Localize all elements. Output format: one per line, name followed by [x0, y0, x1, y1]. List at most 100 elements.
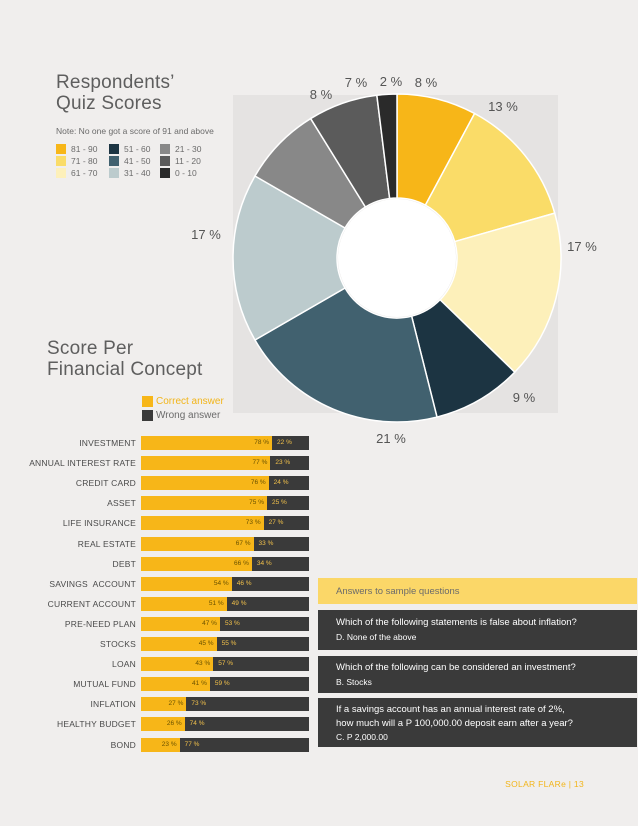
bar-correct [141, 436, 273, 450]
bar-correct-value: 26 % [166, 720, 182, 728]
score-legend-swatch [160, 144, 170, 154]
bar-wrong-value: 22 % [277, 439, 292, 446]
bar-wrong [263, 516, 309, 531]
score-legend-label: 51 - 60 [124, 144, 151, 154]
bar-correct-value: 23 % [161, 740, 177, 748]
bar-category-label: ASSET [107, 498, 136, 509]
bar-correct [141, 637, 217, 651]
pie-slice-0-10 [376, 93, 398, 200]
score-legend-item: 81 - 90 [56, 143, 97, 155]
bar-correct-value: 67 % [235, 539, 251, 547]
legend-wrong: Wrong answer [142, 409, 224, 423]
answers-header-label: Answers to sample questions [336, 586, 460, 597]
bar-wrong-value: 24 % [273, 479, 289, 487]
bar-correct-value: 75 % [249, 499, 264, 507]
score-legend-item: 31 - 40 [109, 167, 150, 179]
pie-slice-31-40 [232, 174, 347, 342]
bar-category-label: CURRENT ACCOUNT [47, 598, 136, 609]
bar-wrong [267, 496, 309, 511]
bar-wrong [216, 637, 309, 651]
bar-wrong-value: 77 % [184, 740, 200, 748]
bar-wrong-value: 23 % [275, 459, 291, 467]
pie-slice-label: 17 % [567, 239, 597, 254]
bar-wrong-value: 49 % [231, 599, 247, 607]
bar-wrong [231, 576, 309, 591]
bar-wrong-value: 25 % [272, 499, 287, 507]
score-legend-swatch [160, 156, 170, 166]
answer-2-answer: B. Stocks [336, 677, 372, 687]
bar-correct [141, 476, 269, 491]
score-legend-label: 0 - 10 [175, 168, 197, 178]
bar-correct-value: 77 % [252, 459, 268, 467]
concept-title-line2: Financial Concept [47, 359, 203, 380]
bar-category-label: LOAN [112, 659, 136, 670]
score-legend-label: 61 - 70 [71, 168, 98, 178]
bar-wrong [179, 737, 309, 752]
bar-wrong [184, 717, 309, 732]
answer-1-answer: D. None of the above [336, 632, 417, 642]
bar-correct-value: 66 % [234, 559, 249, 567]
score-legend-swatch [160, 168, 170, 178]
bar-correct-value: 43 % [195, 660, 211, 668]
bar-category-label: PRE-NEED PLAN [64, 618, 136, 629]
bar-correct [141, 516, 264, 531]
bar-category-label: INVESTMENT [79, 438, 136, 448]
quiz-scores-title-line2: Quiz Scores [56, 93, 162, 114]
bar-wrong [270, 456, 309, 471]
quiz-scores-title-line1: Respondents’ [56, 72, 175, 93]
bar-wrong-value: 33 % [258, 539, 274, 547]
bar-correct [141, 697, 187, 712]
bar-wrong-value: 53 % [224, 619, 240, 627]
bar-wrong-value: 73 % [191, 700, 207, 708]
pie-slice-41-50 [253, 286, 438, 423]
bar-wrong [268, 476, 309, 491]
concept-title-line1: Score Per [47, 338, 134, 359]
bar-correct [141, 536, 254, 551]
bar-wrong-value: 34 % [256, 559, 272, 567]
bar-correct [141, 456, 271, 471]
bar-correct-value: 45 % [198, 640, 214, 647]
bar-wrong-value: 74 % [189, 720, 205, 728]
score-legend-swatch [109, 168, 119, 178]
legend-correct: Correct answer [142, 395, 224, 409]
bar-correct-value: 78 % [254, 439, 270, 446]
bar-correct [141, 717, 185, 732]
bar-category-label: MUTUAL FUND [73, 679, 136, 690]
bar-wrong [251, 556, 309, 571]
score-legend-label: 31 - 40 [124, 168, 151, 178]
bar-category-label: LIFE INSURANCE [62, 518, 136, 529]
score-legend-label: 71 - 80 [71, 156, 98, 166]
bar-category-label: ANNUAL INTEREST RATE [29, 458, 136, 469]
bar-wrong-value: 46 % [236, 579, 252, 587]
score-legend-item: 51 - 60 [109, 143, 150, 155]
score-legend-swatch [56, 156, 66, 166]
bar-category-label: INFLATION [90, 699, 136, 710]
pie-slice-71-80 [424, 112, 556, 243]
bar-wrong [272, 436, 309, 450]
bar-correct-value: 47 % [202, 619, 217, 627]
pie-slice-label: 8 % [415, 75, 438, 90]
score-legend-swatch [109, 144, 119, 154]
page-footer: SOLAR FLARe | 13 [505, 779, 584, 789]
bar-correct [141, 657, 214, 672]
pie-slice-label: 17 % [191, 227, 221, 242]
score-legend-swatch [56, 168, 66, 178]
legend-correct-label: Correct answer [156, 396, 224, 407]
bar-wrong-value: 55 % [221, 640, 237, 647]
answer-card-2: Which of the following can be considered… [318, 656, 637, 693]
bar-correct [141, 496, 267, 511]
bar-correct-value: 27 % [168, 700, 184, 708]
score-legend-swatch [56, 144, 66, 154]
bar-wrong-value: 27 % [268, 519, 284, 527]
bar-wrong [186, 697, 309, 712]
concept-legend: Correct answer Wrong answer [142, 395, 224, 423]
pie-slice-label: 21 % [376, 431, 406, 446]
answer-card-3: If a savings account has an annual inter… [318, 698, 637, 747]
bar-category-label: BOND [110, 739, 136, 750]
answer-2-question: Which of the following can be considered… [336, 662, 576, 673]
bar-category-label: DEBT [112, 558, 136, 569]
score-legend-label: 11 - 20 [175, 156, 201, 166]
bar-correct [141, 576, 232, 591]
bar-category-label: REAL ESTATE [77, 538, 136, 549]
